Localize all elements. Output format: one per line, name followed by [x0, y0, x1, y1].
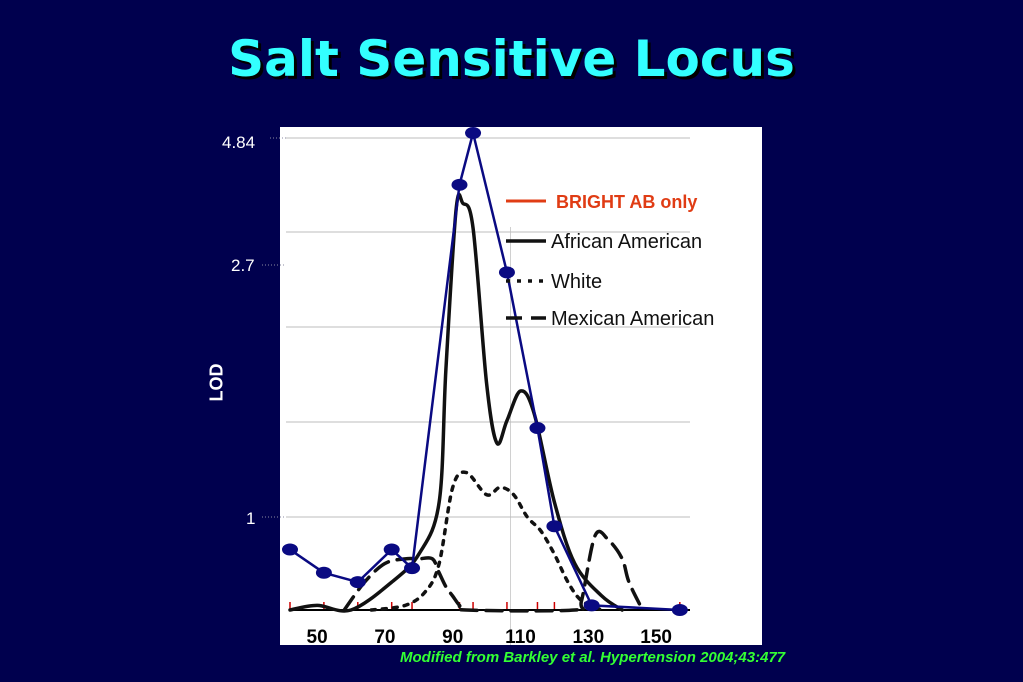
series-line-white [369, 470, 604, 612]
x-tick-label: 90 [442, 627, 463, 648]
citation: Modified from Barkley et al. Hypertensio… [400, 649, 786, 666]
x-tick-label: 50 [307, 627, 328, 648]
legend-label-bright-ab-only: BRIGHT AB only [556, 192, 697, 212]
data-point-bright-ab-only [282, 543, 298, 556]
plot-panel [280, 127, 762, 645]
series-line-african-american [288, 192, 624, 613]
data-point-bright-ab-only [383, 543, 400, 556]
data-point-bright-ab-only [404, 562, 421, 575]
series-line-mexican-american [342, 529, 645, 613]
legend-label-white: White [551, 271, 602, 293]
data-point-bright-ab-only [349, 576, 366, 589]
x-tick-label: 70 [374, 627, 395, 648]
data-point-bright-ab-only [671, 604, 688, 616]
data-point-bright-ab-only [451, 178, 468, 191]
legend-label-african-american: African American [551, 231, 702, 253]
data-point-bright-ab-only [498, 266, 515, 279]
legend-label-mexican-american: Mexican American [551, 308, 714, 330]
legend-inset-border [510, 227, 733, 645]
data-point-bright-ab-only [583, 599, 600, 612]
y-tick-label-1: 1 [246, 509, 256, 528]
x-tick-label: 110 [505, 627, 536, 648]
data-point-bright-ab-only [546, 520, 563, 533]
x-tick-label: 130 [572, 627, 604, 648]
data-point-bright-ab-only [315, 566, 332, 579]
x-tick-label: 150 [640, 627, 672, 648]
data-point-bright-ab-only [529, 422, 546, 435]
y-tick-label-4.84: 4.84 [222, 133, 256, 152]
y-tick-label-2.7: 2.7 [231, 256, 255, 275]
data-point-bright-ab-only [465, 127, 482, 139]
slide-title: Salt Sensitive Locus [228, 30, 795, 88]
